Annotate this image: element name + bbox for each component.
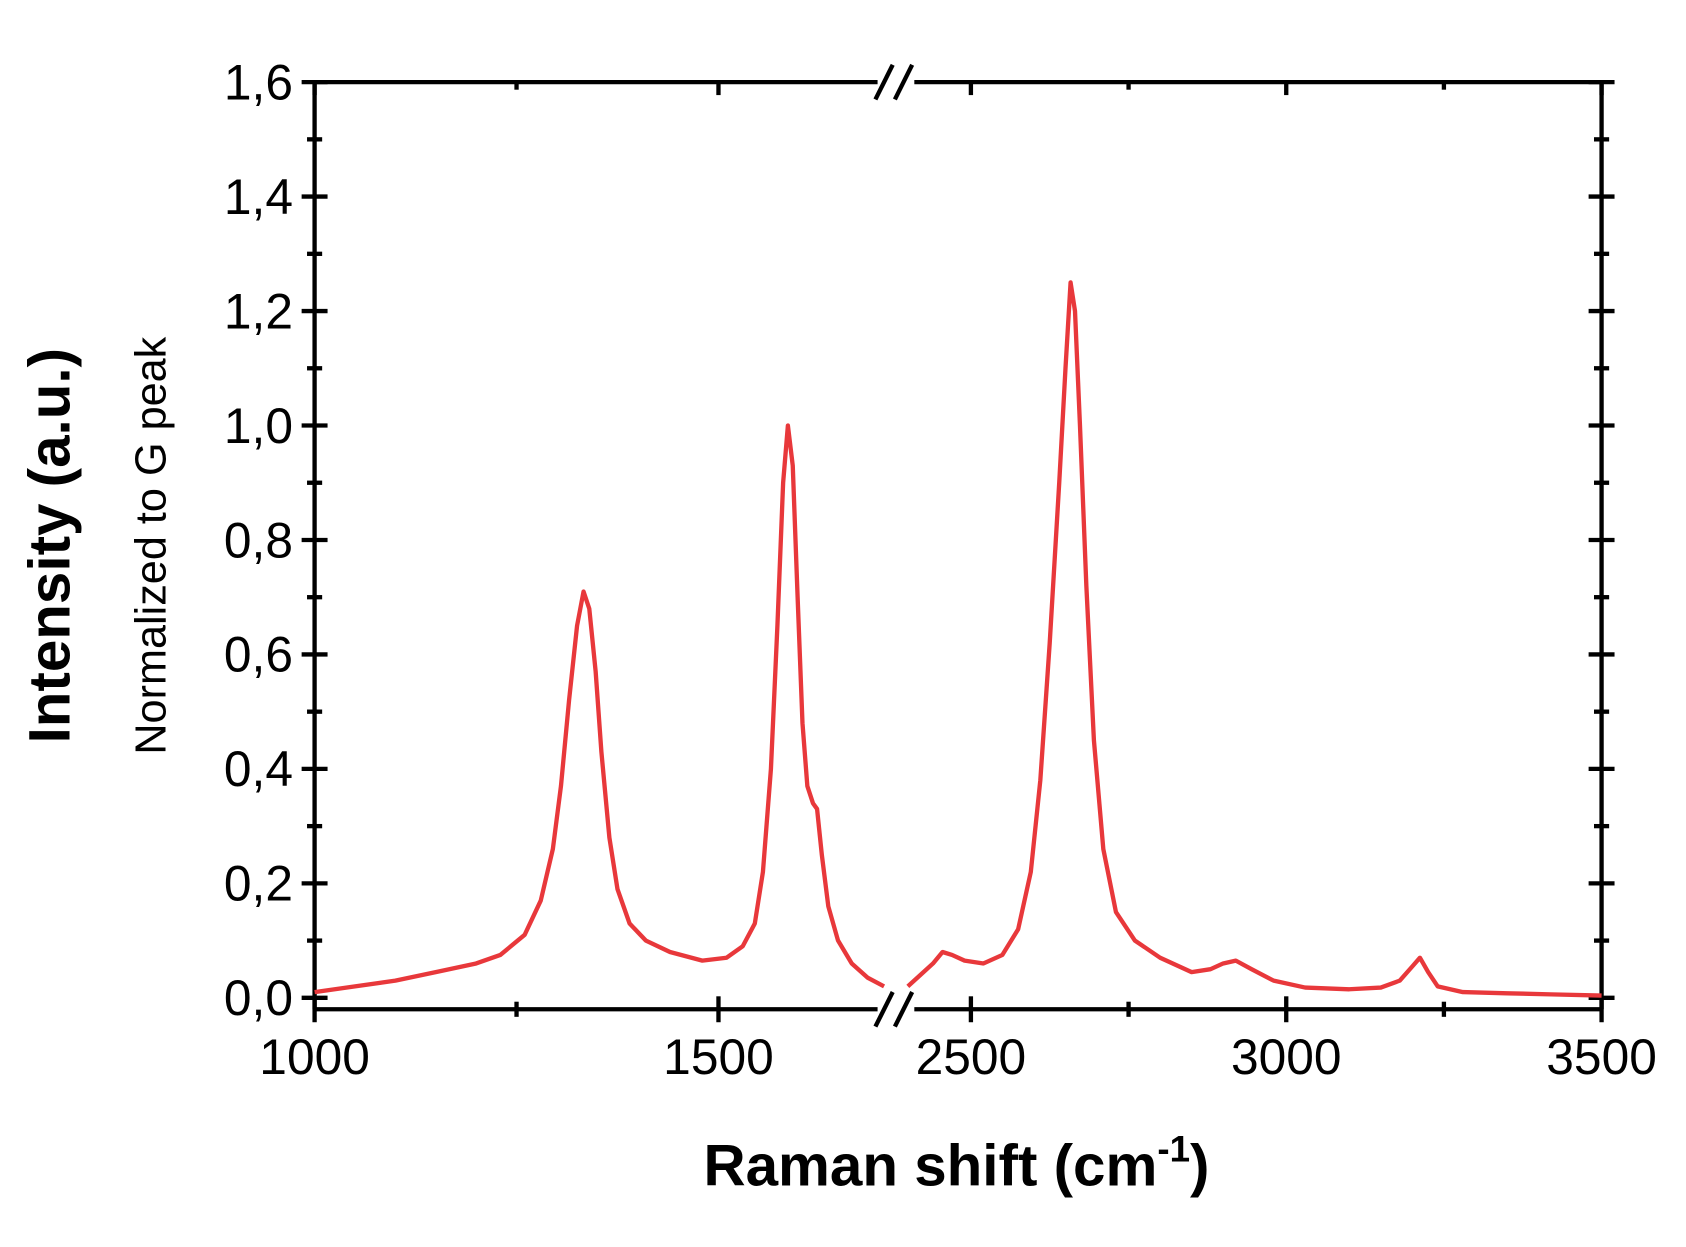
x-axis-title-sup: -1	[1157, 1129, 1190, 1170]
x-axis-title-text: Raman shift (cm	[703, 1133, 1157, 1198]
y-tick-label: 0,4	[224, 741, 293, 797]
x-tick-label: 2500	[916, 1029, 1027, 1085]
spectrum-line	[314, 423, 886, 995]
y-tick-label: 1,2	[224, 283, 293, 339]
break-mark	[892, 991, 915, 1028]
x-axis-title-tail: )	[1190, 1133, 1209, 1198]
break-mark	[892, 63, 915, 101]
break-mark	[873, 63, 895, 101]
y-tick-label: 0,0	[224, 970, 293, 1026]
x-tick-label: 3500	[1546, 1029, 1657, 1085]
axis-break-top	[873, 63, 915, 101]
y-tick-label: 1,0	[224, 398, 293, 454]
x-tick-label: 1500	[663, 1029, 774, 1085]
break-mark	[873, 991, 895, 1028]
y-tick-label: 1,6	[224, 54, 293, 110]
y-tick-label: 1,4	[224, 169, 293, 225]
x-tick-label: 3000	[1231, 1029, 1342, 1085]
y-tick-label: 0,6	[224, 627, 293, 683]
y-tick-label: 0,8	[224, 512, 293, 568]
y-axis-subtitle: Normalized to G peak	[127, 336, 175, 754]
spectrum-line	[906, 280, 1602, 998]
x-axis-title: Raman shift (cm-1)	[703, 1129, 1209, 1199]
y-tick-label: 0,2	[224, 856, 293, 912]
x-tick-label: 1000	[259, 1029, 370, 1085]
y-axis-title: Intensity (a.u.)	[17, 348, 82, 743]
axis-break-bottom	[873, 991, 915, 1028]
